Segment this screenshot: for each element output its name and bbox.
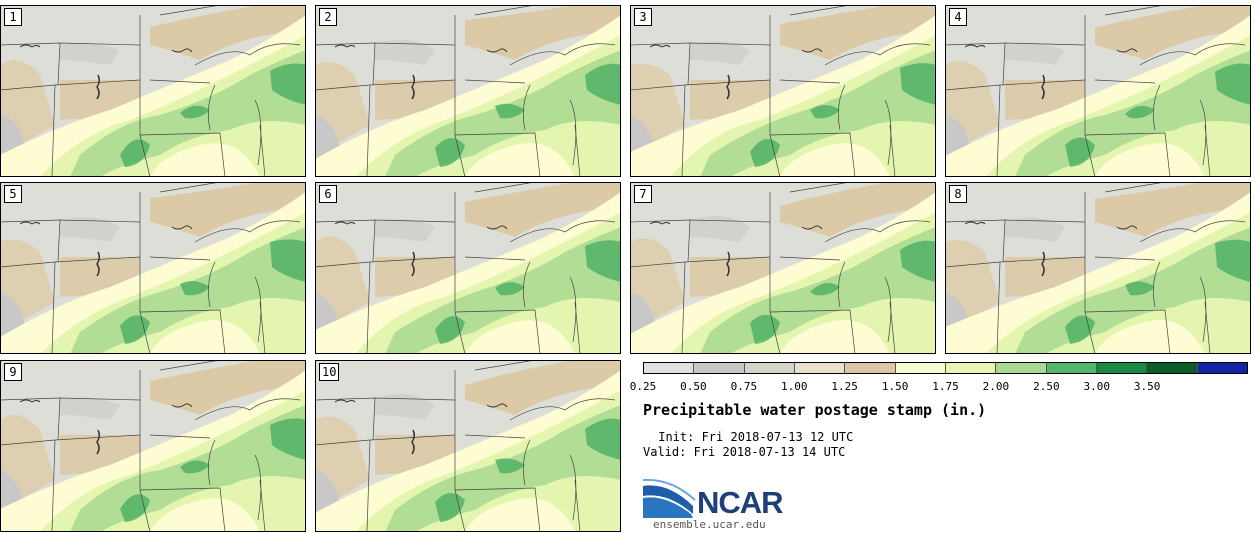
member-panel-5: 5	[0, 182, 306, 354]
init-time: Init: Fri 2018-07-13 12 UTC	[651, 430, 854, 444]
member-panel-6: 6	[315, 182, 621, 354]
colorbar-tick-label: 1.25	[831, 380, 858, 393]
ncar-logo-icon	[643, 478, 696, 518]
colorbar-segment	[1046, 363, 1097, 373]
panel-frame	[0, 182, 306, 354]
colorbar-tick-label: 0.75	[730, 380, 758, 393]
panel-frame	[315, 360, 621, 532]
colorbar-segment	[895, 363, 946, 373]
colorbar-segment	[1096, 363, 1148, 373]
member-panel-4: 4	[945, 5, 1251, 177]
site-url: ensemble.ucar.edu	[653, 518, 766, 531]
panel-frame	[945, 182, 1251, 354]
colorbar-tick-label: 0.25	[629, 380, 657, 393]
colorbar-segment	[845, 363, 896, 373]
colorbar-tick-label: 3.50	[1133, 380, 1161, 393]
colorbar-segment	[996, 363, 1047, 373]
member-panel-2: 2	[315, 5, 621, 177]
member-label: 10	[319, 363, 340, 381]
panel-frame	[945, 5, 1251, 177]
colorbar-segment	[694, 363, 745, 373]
colorbar-segment	[1147, 363, 1198, 373]
ncar-logo-text: NCAR	[697, 485, 784, 520]
colorbar-tick-label: 1.00	[781, 380, 808, 393]
member-label: 8	[949, 185, 967, 203]
valid-time: Valid: Fri 2018-07-13 14 UTC	[643, 445, 846, 459]
panel-frame	[630, 182, 936, 354]
colorbar-tick-label: 1.75	[932, 380, 959, 393]
member-label: 5	[4, 185, 22, 203]
member-label: 9	[4, 363, 22, 381]
member-panel-9: 9	[0, 360, 306, 532]
colorbar-tick-label: 2.00	[982, 380, 1010, 393]
panel-frame	[0, 360, 306, 532]
member-panel-8: 8	[945, 182, 1251, 354]
panel-frame	[0, 5, 306, 177]
colorbar-tick-label: 3.00	[1083, 380, 1111, 393]
figure-title: Precipitable water postage stamp (in.)	[643, 401, 987, 419]
member-panel-3: 3	[630, 5, 936, 177]
colorbar-tick-label: 0.50	[680, 380, 707, 393]
colorbar-tick-label: 2.50	[1033, 380, 1060, 393]
colorbar-segment	[744, 363, 795, 373]
member-panel-10: 10	[315, 360, 621, 532]
panel-frame	[315, 5, 621, 177]
member-label: 6	[319, 185, 337, 203]
member-label: 2	[319, 8, 337, 26]
colorbar-segment	[945, 363, 997, 373]
member-label: 4	[949, 8, 967, 26]
colorbar-segment	[644, 363, 695, 373]
colorbar-segment	[1197, 363, 1247, 373]
panel-frame	[630, 5, 936, 177]
member-panel-1: 1	[0, 5, 306, 177]
colorbar-tick-label: 1.50	[881, 380, 909, 393]
panel-frame	[315, 182, 621, 354]
colorbar-segment	[794, 363, 846, 373]
member-label: 3	[634, 8, 652, 26]
colorbar	[643, 362, 1248, 374]
member-panel-7: 7	[630, 182, 936, 354]
member-label: 7	[634, 185, 652, 203]
member-label: 1	[4, 8, 22, 26]
